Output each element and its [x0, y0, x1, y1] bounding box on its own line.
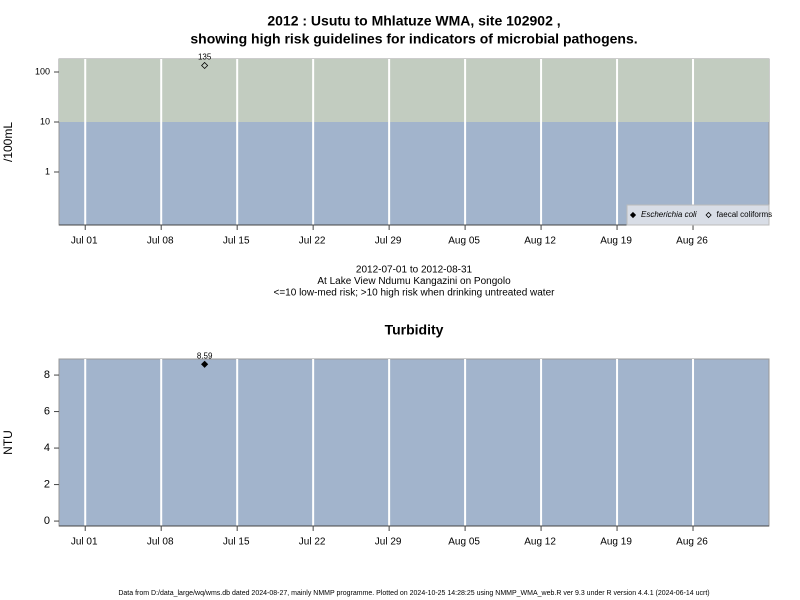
- legend-label: faecal coliforms: [717, 210, 773, 219]
- chart-title: 2012 : Usutu to Mhlatuze WMA, site 10290…: [267, 13, 560, 29]
- y-axis-label: NTU: [1, 430, 15, 455]
- x-tick-label: Aug 26: [676, 537, 708, 548]
- x-tick-label: Aug 19: [600, 236, 632, 247]
- x-tick-label: Jul 29: [375, 537, 402, 548]
- data-point: [201, 360, 209, 368]
- legend-marker: [705, 211, 712, 219]
- legend-box: [626, 204, 770, 226]
- x-tick-label: Jul 22: [299, 236, 326, 247]
- y-tick-label: 1: [45, 166, 50, 176]
- y-tick-label: 8: [44, 369, 50, 381]
- y-tick-label: 4: [44, 442, 50, 454]
- x-tick-label: Jul 15: [223, 537, 250, 548]
- chart-title: Turbidity: [385, 322, 444, 338]
- x-tick-label: Aug 05: [448, 236, 480, 247]
- x-tick-label: Aug 12: [524, 537, 556, 548]
- data-point: [201, 61, 209, 70]
- data-label: 135: [198, 53, 212, 62]
- legend-label: Escherichia coli: [641, 210, 697, 219]
- y-axis-label: /100mL: [1, 122, 15, 162]
- note: 2012-07-01 to 2012-08-31: [356, 265, 473, 276]
- y-tick-label: 100: [35, 66, 50, 76]
- x-tick-label: Jul 22: [299, 537, 326, 548]
- high-risk-band: [59, 59, 769, 122]
- x-tick-label: Jul 15: [223, 236, 250, 247]
- x-tick-label: Jul 01: [71, 537, 98, 548]
- x-tick-label: Jul 29: [375, 236, 402, 247]
- chart-title: showing high risk guidelines for indicat…: [190, 31, 637, 47]
- x-tick-label: Aug 05: [448, 537, 480, 548]
- x-tick-label: Aug 19: [600, 537, 632, 548]
- x-tick-label: Aug 12: [524, 236, 556, 247]
- y-tick-label: 0: [44, 515, 50, 527]
- y-tick-label: 2: [44, 478, 50, 490]
- x-tick-label: Aug 26: [676, 236, 708, 247]
- x-tick-label: Jul 08: [147, 236, 174, 247]
- plot-background: [58, 358, 770, 527]
- footer: Data from D:/data_large/wq/wms.db dated …: [118, 590, 709, 597]
- legend-marker: [629, 211, 637, 219]
- y-tick-label: 6: [44, 405, 50, 417]
- note: At Lake View Ndumu Kangazini on Pongolo: [317, 276, 511, 287]
- y-tick-label: 10: [40, 116, 50, 126]
- x-tick-label: Jul 08: [147, 537, 174, 548]
- note: <=10 low-med risk; >10 high risk when dr…: [274, 288, 556, 299]
- x-tick-label: Jul 01: [71, 236, 98, 247]
- data-label: 8.59: [197, 351, 213, 360]
